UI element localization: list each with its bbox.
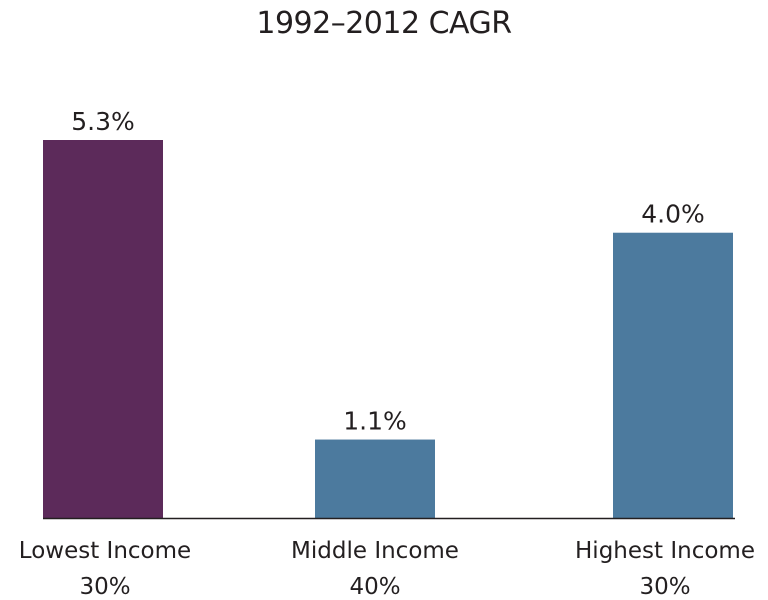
category-label-lowest-income: Lowest Income xyxy=(19,538,191,564)
value-label-middle-income: 1.1% xyxy=(343,407,407,436)
category-share-middle-income: 40% xyxy=(349,574,400,600)
bar-highest-income xyxy=(613,232,733,518)
value-label-highest-income: 4.0% xyxy=(641,200,705,229)
category-share-highest-income: 30% xyxy=(639,574,690,600)
chart-title: 1992–2012 CAGR xyxy=(256,6,512,41)
bar-lowest-income xyxy=(43,140,163,518)
category-share-lowest-income: 30% xyxy=(79,574,130,600)
category-label-middle-income: Middle Income xyxy=(291,538,459,564)
bar-middle-income xyxy=(315,439,435,518)
value-label-lowest-income: 5.3% xyxy=(71,107,135,136)
category-label-highest-income: Highest Income xyxy=(575,538,755,564)
